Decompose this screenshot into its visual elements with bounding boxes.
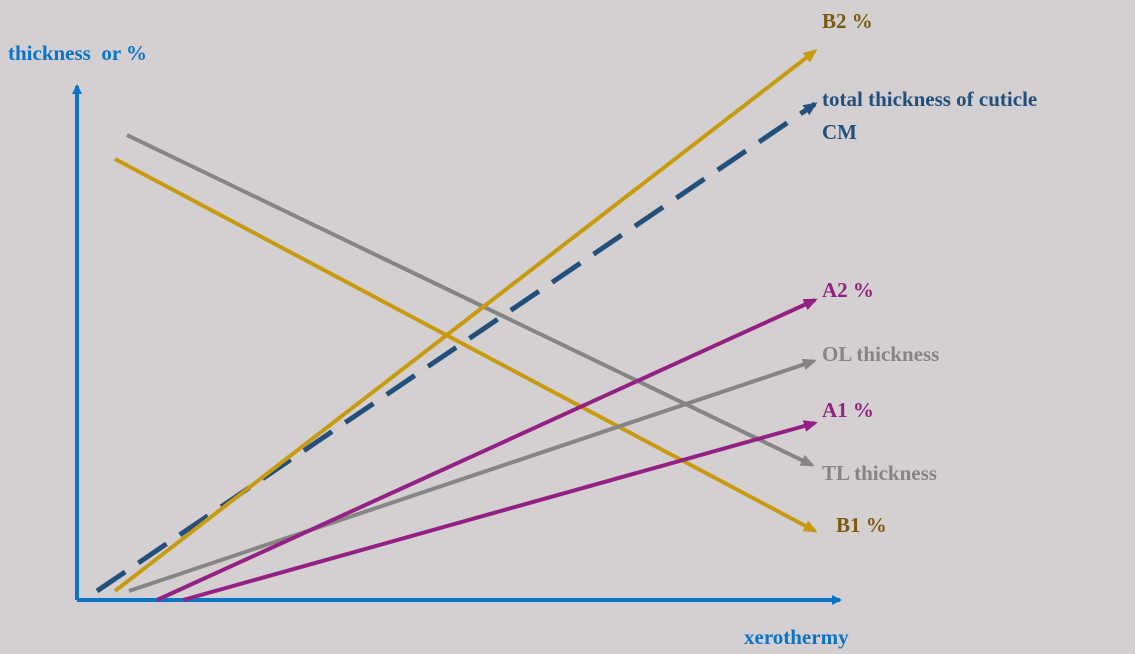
tl-thickness-label: TL thickness bbox=[822, 461, 937, 485]
a1-label: A1 % bbox=[822, 398, 874, 422]
ol-thickness-line bbox=[128, 358, 817, 593]
cm-label-line2: CM bbox=[822, 120, 857, 144]
b1-label: B1 % bbox=[836, 513, 887, 537]
cm-label-line1: total thickness of cuticle bbox=[822, 87, 1037, 111]
b2-label: B2 % bbox=[822, 9, 873, 33]
x-axis-label: xerothermy bbox=[744, 625, 849, 649]
a2-label: A2 % bbox=[822, 278, 874, 302]
tl-thickness-line bbox=[126, 133, 815, 467]
y-axis-label: thickness or % bbox=[8, 41, 147, 65]
a1-line bbox=[182, 420, 818, 602]
a2-line bbox=[156, 298, 818, 602]
ol-thickness-label: OL thickness bbox=[822, 342, 939, 366]
cm-line bbox=[95, 101, 818, 594]
b1-line bbox=[114, 157, 818, 533]
b2-line bbox=[113, 49, 818, 593]
